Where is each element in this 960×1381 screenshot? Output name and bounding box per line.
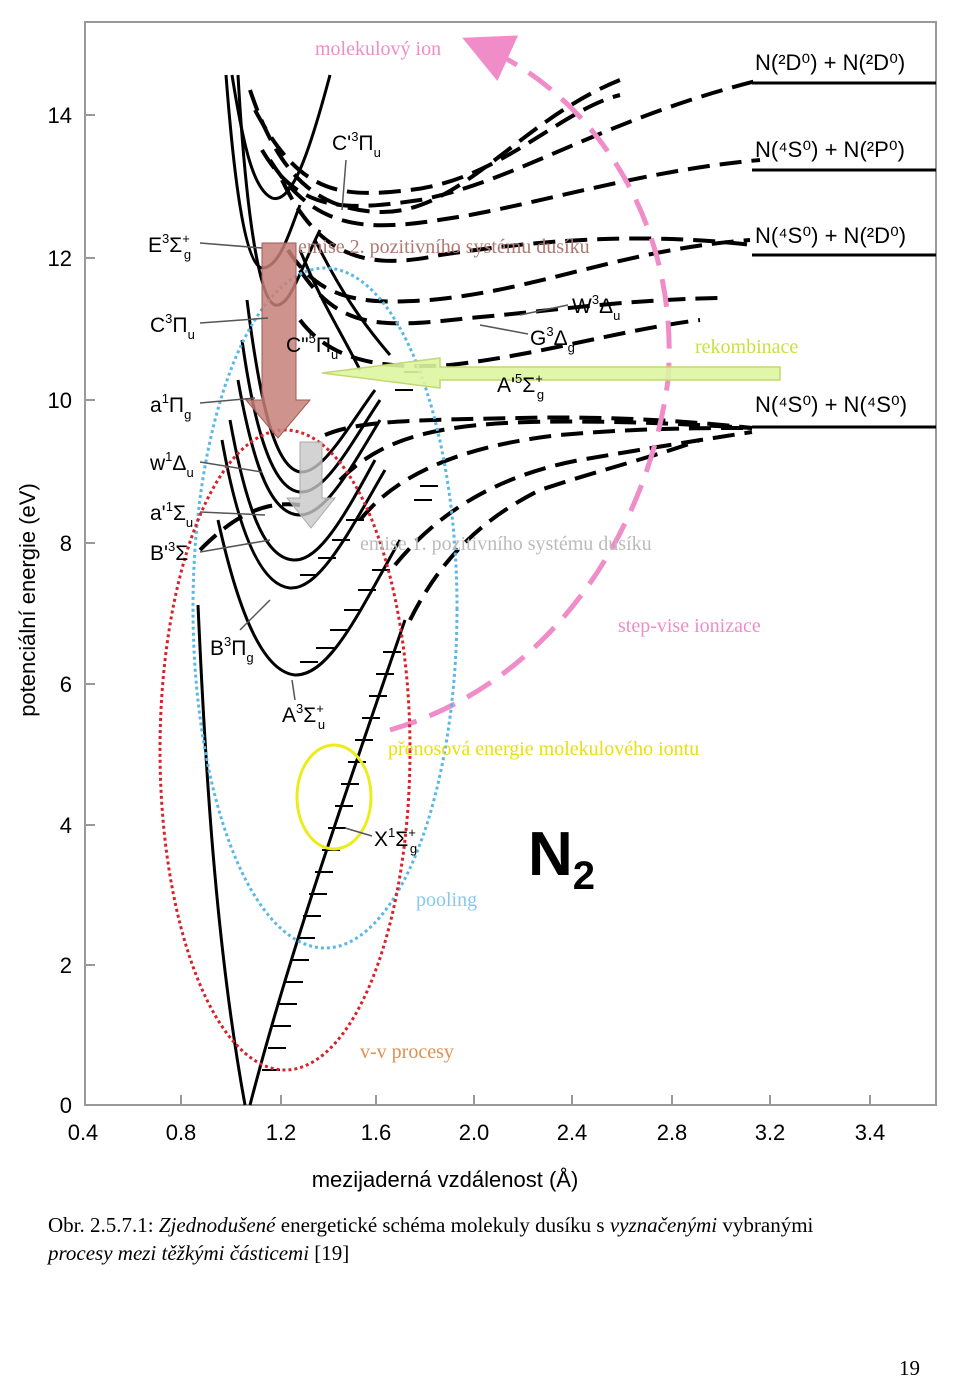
dashed-curve <box>324 415 753 437</box>
state-label-A: A3Σ+ u <box>282 701 325 732</box>
x-tick-label: 0.8 <box>166 1120 197 1145</box>
y-tick-label: 8 <box>60 531 72 556</box>
limit-label: N(⁴S⁰) + N(⁴S⁰) <box>755 392 907 417</box>
curve-a-prime <box>236 379 382 517</box>
state-label-C-prime: C'3Πu <box>332 129 381 160</box>
state-label-X: X1Σ+ g <box>374 825 417 856</box>
x-axis-label: mezijaderná vzdálenost (Å) <box>312 1167 579 1192</box>
y-tick-label: 10 <box>48 388 72 413</box>
dissociation-labels: N(²D⁰) + N(²D⁰) N(⁴S⁰) + N(²P⁰) N(⁴S⁰) +… <box>755 50 907 417</box>
x-tick-label: 3.4 <box>855 1120 886 1145</box>
energy-diagram: 0 2 4 6 8 10 12 14 0.4 0.8 1.2 1.6 2.0 2… <box>15 21 937 1192</box>
dashed-curve <box>280 179 753 263</box>
state-label-C: C3Πu <box>150 311 195 342</box>
y-tick-label: 4 <box>60 813 72 838</box>
state-label-B: B3Πg <box>210 634 254 665</box>
transfer-ellipse <box>295 743 373 851</box>
y-tick-label: 2 <box>60 953 72 978</box>
x-tick-label: 3.2 <box>755 1120 786 1145</box>
label-stepwise: step-vise ionizace <box>618 615 761 637</box>
page-number: 19 <box>899 1356 920 1380</box>
state-label-A-prime: A'5Σ+ g <box>497 371 544 402</box>
caption-text: energetické schéma molekuly dusíku s <box>275 1213 610 1237</box>
limit-label: N(⁴S⁰) + N(²P⁰) <box>755 137 905 162</box>
curve-E <box>224 74 302 270</box>
dashed-curve <box>338 419 753 482</box>
y-tick-label: 14 <box>48 103 72 128</box>
x-tick-label: 0.4 <box>68 1120 99 1145</box>
y-axis-ticks <box>85 114 95 1106</box>
leader-lines <box>199 159 569 837</box>
state-label-w: w1Δu <box>149 449 194 480</box>
caption-italic: Zjednodušené <box>158 1213 276 1237</box>
limit-label: N(²D⁰) + N(²D⁰) <box>755 50 905 75</box>
caption-italic: procesy mezi těžkými částicemi <box>48 1241 310 1265</box>
state-label-W: W3Δu <box>572 292 620 323</box>
dashed-curve <box>253 93 621 195</box>
curve-high-1 <box>230 74 332 201</box>
state-label-C-dprime: C"5Πu <box>286 331 338 362</box>
label-recombination: rekombinace <box>695 336 798 358</box>
y-axis-label: potenciální energie (eV) <box>15 483 40 717</box>
x-tick-label: 1.6 <box>361 1120 392 1145</box>
curve-Bprime <box>228 419 377 562</box>
dissociation-lines <box>752 81 936 429</box>
dashed-curve <box>198 502 301 552</box>
x-tick-label: 2.4 <box>557 1120 588 1145</box>
curve-A <box>216 519 402 677</box>
emission-2-arrow <box>244 242 312 439</box>
dashed-curve <box>298 268 721 326</box>
dashed-curve <box>358 426 753 522</box>
state-label-B-prime: B'3Σ <box>150 539 188 565</box>
label-molecular-ion: molekulový ion <box>315 38 441 60</box>
y-tick-label: 12 <box>48 246 72 271</box>
caption-prefix: Obr. 2.5.7.1: <box>48 1213 159 1237</box>
x-tick-label: 1.2 <box>266 1120 297 1145</box>
label-emission-1: emise 1. pozitivního systému dusíku <box>360 533 652 555</box>
dashed-curve <box>298 318 701 369</box>
curve-B <box>220 439 387 590</box>
y-tick-label: 6 <box>60 672 72 697</box>
limit-label: N(⁴S⁰) + N(²D⁰) <box>755 223 906 248</box>
x-tick-labels: 0.4 0.8 1.2 1.6 2.0 2.4 2.8 3.2 3.4 <box>68 1120 886 1145</box>
dashed-curve <box>268 158 761 228</box>
curve-X <box>196 604 407 1106</box>
process-labels: molekulový ion emise 2. pozitivního syst… <box>298 38 798 1063</box>
recombination-arrow <box>321 357 781 389</box>
state-labels: E3Σ+ g C3Πu a1Πg w1Δu a'1Σu B'3Σ B3Πg A3Σ… <box>148 129 620 856</box>
label-vv: v-v procesy <box>360 1041 454 1063</box>
y-tick-labels: 0 2 4 6 8 10 12 14 <box>48 103 72 1118</box>
state-label-a-prime: a'1Σu <box>150 499 193 530</box>
plot-frame <box>84 21 937 1106</box>
molecule-label: N2 <box>528 820 595 898</box>
emission-1-arrow <box>285 441 337 529</box>
state-label-E: E3Σ+ g <box>148 231 191 262</box>
x-axis-ticks <box>180 1095 871 1105</box>
label-emission-2: emise 2. pozitivního systému dusíku <box>298 236 590 258</box>
dashed-curve <box>260 78 761 208</box>
caption-text: [19] <box>309 1241 350 1265</box>
vibrational-hatches <box>262 371 438 1071</box>
label-transfer: přenosová energie molekulového iontu <box>388 738 699 760</box>
dashed-curve <box>248 78 621 215</box>
x-tick-label: 2.0 <box>459 1120 490 1145</box>
caption-italic: vyznačenými <box>609 1213 718 1237</box>
state-label-G: G3Δg <box>530 324 575 355</box>
dashed-curve <box>393 430 753 567</box>
figure-caption: Obr. 2.5.7.1: Zjednodušené energetické s… <box>48 1211 928 1267</box>
state-label-a: a1Πg <box>150 391 191 422</box>
y-tick-label: 0 <box>60 1093 72 1118</box>
x-tick-label: 2.8 <box>657 1120 688 1145</box>
caption-text: vybranými <box>717 1213 814 1237</box>
dashed-curve <box>408 438 701 621</box>
pooling-ellipse <box>191 266 459 950</box>
label-pooling: pooling <box>416 889 477 911</box>
